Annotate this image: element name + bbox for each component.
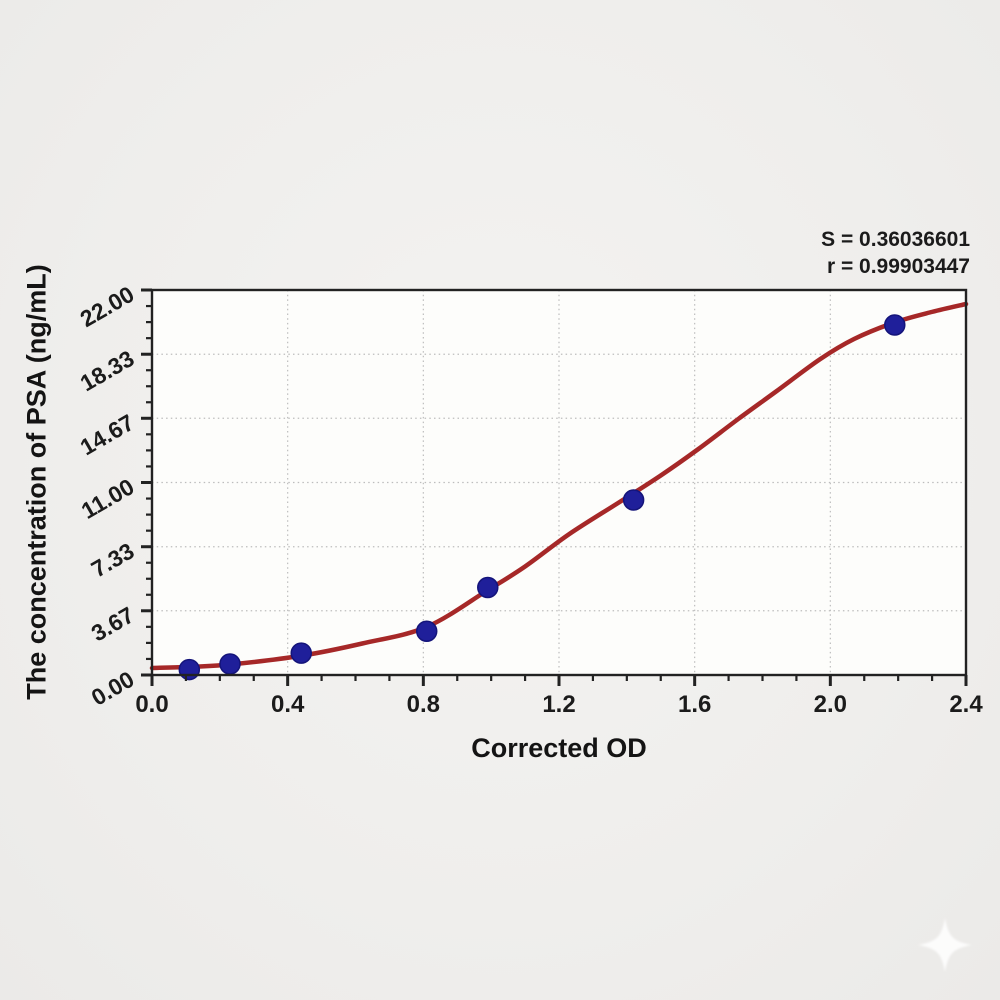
y-tick-label: 3.67 — [87, 602, 139, 647]
x-tick-label: 0.8 — [407, 691, 440, 718]
data-point — [219, 653, 241, 675]
fit-statistic-s: S = 0.36036601 — [821, 228, 970, 251]
x-tick-label: 0.0 — [135, 691, 168, 718]
fit-statistics: S = 0.36036601 r = 0.99903447 — [821, 226, 970, 280]
watermark-star-icon — [918, 918, 972, 972]
y-tick-label: 11.00 — [77, 473, 139, 524]
data-point — [415, 620, 438, 642]
data-point — [290, 642, 312, 664]
y-tick-label: 22.00 — [76, 281, 139, 332]
data-point — [622, 489, 645, 511]
data-point — [178, 658, 201, 681]
data-point — [477, 576, 499, 599]
y-tick-label: 0.00 — [87, 666, 139, 711]
y-tick-label: 14.67 — [76, 409, 139, 460]
x-axis-title: Corrected OD — [471, 733, 647, 763]
x-tick-label: 1.2 — [542, 691, 575, 718]
x-tick-label: 2.0 — [814, 691, 847, 718]
x-tick-label: 1.6 — [678, 691, 711, 718]
x-tick-label: 0.4 — [271, 691, 305, 718]
fit-statistic-r: r = 0.99903447 — [826, 255, 970, 278]
x-tick-label: 2.4 — [949, 691, 983, 718]
data-point — [884, 314, 906, 336]
y-tick-label: 7.33 — [87, 538, 139, 583]
y-tick-label: 18.33 — [76, 345, 139, 396]
